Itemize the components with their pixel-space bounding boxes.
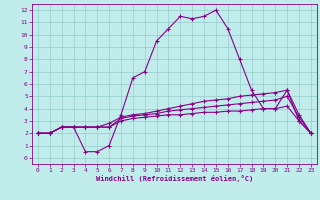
X-axis label: Windchill (Refroidissement éolien,°C): Windchill (Refroidissement éolien,°C) <box>96 175 253 182</box>
